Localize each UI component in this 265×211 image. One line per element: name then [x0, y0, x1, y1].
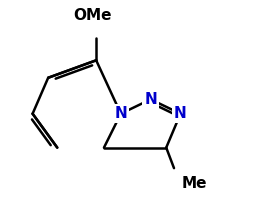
- Text: N: N: [174, 106, 187, 121]
- Text: OMe: OMe: [73, 8, 112, 23]
- Text: N: N: [114, 106, 127, 121]
- Text: Me: Me: [182, 176, 207, 191]
- Text: N: N: [144, 92, 157, 107]
